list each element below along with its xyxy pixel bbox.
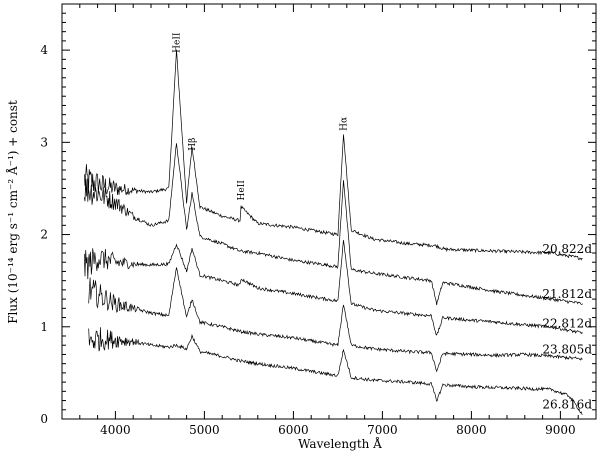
epoch-labels: 20.822d 21.812d 22.812d 23.805d 26.816d (542, 242, 592, 412)
y-tick-label: 0 (40, 412, 48, 426)
spectrum-line (83, 240, 583, 336)
axis-ticks: 4000 5000 6000 7000 8000 9000 0 1 2 3 4 (40, 3, 597, 437)
epoch-label: 21.812d (542, 287, 592, 301)
spectrum-line (88, 267, 583, 373)
x-tick-label: 7000 (367, 423, 398, 437)
x-tick-label: 8000 (456, 423, 487, 437)
epoch-label: 23.805d (542, 342, 592, 356)
y-tick-label: 4 (40, 43, 48, 57)
y-tick-label: 3 (40, 135, 48, 149)
emission-line-label: HeII (173, 32, 183, 53)
emission-line-label: HeII (237, 180, 247, 201)
plot-frame (61, 3, 597, 420)
epoch-label: 20.822d (542, 242, 592, 256)
x-tick-label: 4000 (100, 423, 131, 437)
x-tick-label: 5000 (189, 423, 220, 437)
spectrum-line (83, 49, 583, 261)
epoch-label: 26.816d (542, 398, 592, 412)
spectrum-line (83, 143, 583, 306)
line-annotations: HeII Hβ HeII Hα (173, 32, 350, 200)
y-tick-label: 2 (40, 228, 48, 242)
epoch-label: 22.812d (542, 317, 592, 331)
emission-line-label: Hβ (188, 138, 198, 151)
x-tick-label: 9000 (545, 423, 576, 437)
y-axis-label: Flux (10⁻¹⁴ erg s⁻¹ cm⁻² Å⁻¹) + const (5, 100, 20, 324)
emission-line-label: Hα (340, 117, 350, 131)
spectrum-line (88, 327, 583, 415)
x-tick-label: 6000 (278, 423, 309, 437)
y-tick-label: 1 (40, 320, 48, 334)
spectra-series (83, 49, 583, 415)
x-axis-label: Wavelength Å (298, 436, 382, 451)
